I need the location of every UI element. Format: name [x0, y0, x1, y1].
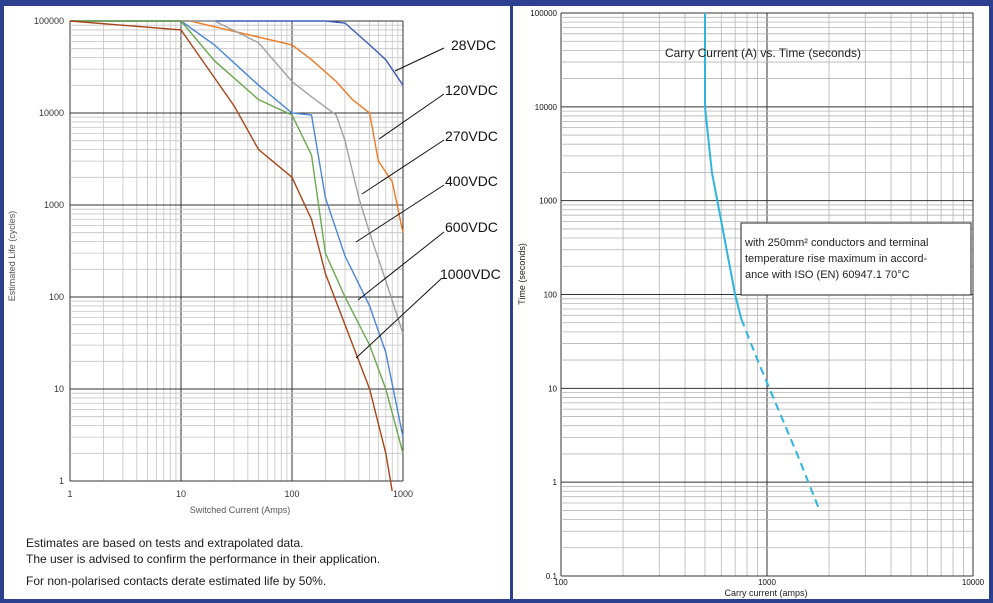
- series-label-600vdc: 600VDC: [445, 219, 498, 235]
- callout-leader-line: [355, 184, 445, 243]
- series-line-400vdc: [70, 20, 404, 438]
- y-tick-label: 10: [54, 384, 64, 394]
- right-ticks: 100 1000 10000 0.1 1 10 100 1000 10000 100000: [530, 9, 984, 587]
- left-series: [69, 20, 404, 492]
- y-tick-label: 10000: [39, 108, 64, 118]
- right-chart-panel: 100 1000 10000 0.1 1 10 100 1000 10000 100000 Car…: [513, 6, 989, 599]
- series-line-1000vdc: [69, 20, 393, 492]
- callout-leader-line: [357, 231, 445, 301]
- x-tick-label: 10000: [962, 578, 985, 587]
- series-label-120vdc: 120VDC: [445, 82, 498, 98]
- annotation-box: with 250mm² conductors and terminal temp…: [740, 222, 972, 296]
- annotation-line-2: temperature rise maximum in accord-: [745, 253, 928, 265]
- left-callouts: 28VDC 120VDC 270VDC 400VDC 600VDC 1000VDC: [355, 37, 501, 359]
- left-x-axis-label: Switched Current (Amps): [190, 505, 291, 515]
- x-tick-label: 1000: [393, 489, 413, 499]
- left-y-axis-label: Estimated Life (cycles): [7, 211, 17, 302]
- right-series: [704, 13, 821, 511]
- note-line-1: Estimates are based on tests and extrapo…: [26, 536, 304, 550]
- carry-curve-extrapolated: [740, 318, 821, 511]
- y-tick-label: 100: [544, 291, 558, 300]
- notes: Estimates are based on tests and extrapo…: [26, 535, 496, 589]
- annotation-line-3: ance with ISO (EN) 60947.1 70°C: [745, 269, 910, 281]
- y-tick-label: 100: [49, 292, 64, 302]
- x-tick-label: 100: [284, 489, 299, 499]
- y-tick-label: 10: [548, 384, 557, 393]
- x-tick-label: 100: [554, 578, 568, 587]
- carry-current-chart: 100 1000 10000 0.1 1 10 100 1000 10000 100000 Car…: [517, 9, 985, 598]
- series-label-28vdc: 28VDC: [451, 37, 496, 53]
- right-y-axis-label: Time (seconds): [517, 243, 527, 305]
- y-tick-label: 1000: [44, 200, 64, 210]
- callout-leader-line: [355, 277, 443, 359]
- left-chart-panel: 28VDC 120VDC 270VDC 400VDC 600VDC 1000VDC 1 10…: [4, 6, 510, 599]
- left-grid: [69, 20, 404, 482]
- y-tick-label: 10000: [535, 103, 558, 112]
- series-line-600vdc: [70, 20, 404, 454]
- y-tick-label: 1000: [539, 197, 557, 206]
- annotation-line-1: with 250mm² conductors and terminal: [744, 237, 928, 249]
- carry-curve-measured: [704, 13, 743, 320]
- right-x-axis-label: Carry current (amps): [724, 588, 807, 598]
- callout-leader-line: [361, 139, 445, 195]
- note-line-2: The user is advised to confirm the perfo…: [26, 552, 381, 566]
- x-tick-label: 1000: [758, 578, 776, 587]
- callout-leader-line: [378, 93, 445, 140]
- y-tick-label: 100000: [530, 9, 557, 18]
- x-tick-label: 10: [176, 489, 186, 499]
- series-line-270vdc: [70, 20, 404, 334]
- y-tick-label: 100000: [34, 16, 64, 26]
- x-tick-label: 1: [67, 489, 72, 499]
- y-tick-label: 1: [59, 476, 64, 486]
- y-tick-label: 0.1: [546, 572, 558, 581]
- series-label-270vdc: 270VDC: [445, 128, 498, 144]
- callout-leader-line: [394, 47, 445, 72]
- series-label-1000vdc: 1000VDC: [440, 266, 501, 282]
- estimated-life-chart: 28VDC 120VDC 270VDC 400VDC 600VDC 1000VDC 1 10…: [7, 16, 501, 515]
- series-label-400vdc: 400VDC: [445, 173, 498, 189]
- series-line-120vdc: [70, 20, 404, 233]
- series-line-28vdc: [70, 20, 404, 86]
- y-tick-label: 1: [553, 478, 558, 487]
- right-chart-title: Carry Current (A) vs. Time (seconds): [665, 46, 861, 60]
- left-ticks: 1 10 100 1000 1 10 100 1000 10000 100000: [34, 16, 413, 499]
- note-line-3: For non-polarised contacts derate estima…: [26, 574, 327, 588]
